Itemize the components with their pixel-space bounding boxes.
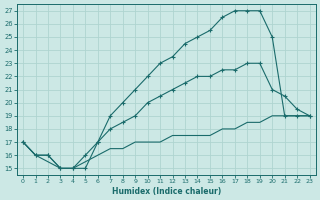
- X-axis label: Humidex (Indice chaleur): Humidex (Indice chaleur): [112, 187, 221, 196]
